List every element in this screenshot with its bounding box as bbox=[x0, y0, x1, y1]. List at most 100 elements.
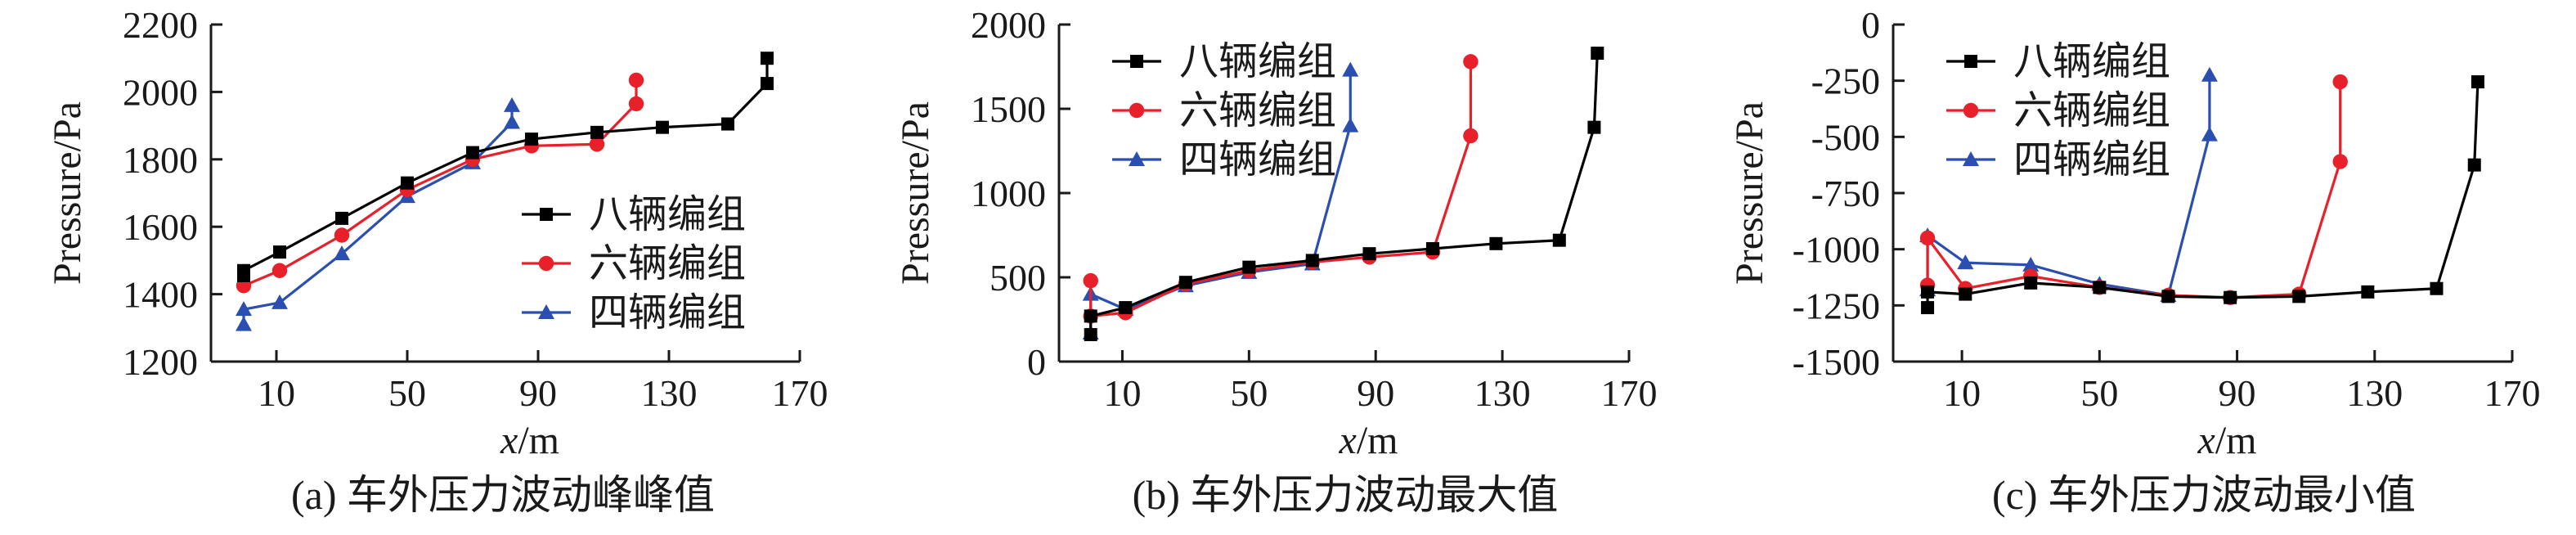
data-point bbox=[335, 211, 348, 225]
data-point bbox=[1362, 247, 1376, 261]
data-point bbox=[1489, 236, 1503, 250]
y-axis-label: Pressure/Pa bbox=[894, 101, 937, 285]
x-tick-label: 90 bbox=[519, 372, 557, 414]
x-tick-label: 10 bbox=[1103, 372, 1141, 414]
legend-label: 六辆编组 bbox=[2013, 89, 2170, 133]
legend-marker bbox=[1964, 55, 1977, 68]
legend-item: 六辆编组 bbox=[522, 242, 746, 285]
chart-panel-3: -1500 -1250 -1000 -750 -500 -250 0 10 50 90 130 170… bbox=[1728, 4, 2541, 518]
data-point bbox=[590, 125, 604, 139]
data-point bbox=[236, 301, 252, 317]
legend-label: 八辆编组 bbox=[2013, 40, 2170, 83]
y-tick-label: 1800 bbox=[123, 139, 198, 181]
data-point bbox=[1591, 47, 1604, 61]
chart-caption: (c) 车外压力波动最小值 bbox=[1992, 472, 2416, 518]
x-axis-label: x/m bbox=[2197, 419, 2257, 462]
data-point bbox=[504, 97, 520, 112]
data-point bbox=[236, 316, 252, 331]
y-tick-label: 1600 bbox=[123, 206, 198, 248]
x-tick-label: 170 bbox=[772, 372, 828, 414]
legend-item: 八辆编组 bbox=[522, 193, 746, 236]
x-tick-label: 130 bbox=[641, 372, 698, 414]
data-point bbox=[2201, 66, 2218, 82]
legend-label: 六辆编组 bbox=[1179, 89, 1336, 133]
data-point bbox=[2093, 281, 2107, 294]
x-tick-label: 50 bbox=[1230, 372, 1268, 414]
legend-label: 六辆编组 bbox=[589, 242, 746, 285]
data-point bbox=[401, 176, 414, 190]
data-point bbox=[272, 294, 288, 309]
data-point bbox=[525, 133, 538, 146]
data-point bbox=[2161, 290, 2175, 303]
legend-item: 六辆编组 bbox=[1112, 89, 1336, 133]
data-point bbox=[237, 263, 250, 277]
data-point bbox=[761, 52, 774, 65]
data-point bbox=[1342, 61, 1359, 77]
x-tick-label: 170 bbox=[2484, 372, 2541, 414]
data-point bbox=[1084, 309, 1097, 323]
x-tick-label: 10 bbox=[1943, 372, 1981, 414]
data-point bbox=[1425, 241, 1439, 255]
data-point bbox=[1959, 287, 1972, 301]
data-point bbox=[334, 245, 350, 261]
data-point bbox=[2332, 74, 2348, 90]
data-point bbox=[2467, 158, 2481, 172]
data-point bbox=[272, 263, 288, 278]
y-tick-label: 1000 bbox=[971, 173, 1046, 214]
data-point bbox=[761, 77, 774, 91]
data-point bbox=[1919, 230, 1936, 246]
data-point bbox=[1119, 301, 1133, 315]
y-tick-label: -1500 bbox=[1793, 341, 1880, 383]
series-line bbox=[243, 79, 638, 287]
data-point bbox=[2471, 75, 2484, 89]
y-tick-label: -1000 bbox=[1793, 229, 1880, 271]
legend-item: 八辆编组 bbox=[1946, 40, 2170, 83]
y-axis-label: Pressure/Pa bbox=[46, 101, 89, 285]
series-3 bbox=[236, 97, 520, 331]
legend-item: 四辆编组 bbox=[1112, 138, 1336, 182]
data-point bbox=[1957, 254, 1974, 270]
legend-label: 八辆编组 bbox=[1179, 40, 1336, 83]
legend-marker bbox=[1963, 151, 1979, 166]
y-tick-label: 2200 bbox=[123, 4, 198, 46]
y-tick-label: -1250 bbox=[1793, 285, 1880, 326]
chart-caption: (b) 车外压力波动最大值 bbox=[1133, 472, 1559, 518]
data-point bbox=[2022, 256, 2040, 272]
y-tick-label: 0 bbox=[1861, 4, 1880, 46]
data-point bbox=[589, 137, 605, 152]
data-point bbox=[1084, 328, 1097, 342]
x-tick-label: 130 bbox=[2346, 372, 2403, 414]
data-point bbox=[1921, 301, 1935, 315]
y-tick-label: 1400 bbox=[123, 274, 198, 316]
legend-label: 四辆编组 bbox=[1179, 138, 1336, 182]
y-tick-label: 1200 bbox=[123, 341, 198, 383]
y-tick-label: -500 bbox=[1811, 116, 1880, 158]
series-line bbox=[242, 105, 514, 325]
data-point bbox=[1463, 54, 1479, 70]
legend-label: 四辆编组 bbox=[589, 291, 746, 335]
data-point bbox=[273, 245, 286, 259]
legend-marker bbox=[1130, 55, 1143, 68]
chart-caption: (a) 车外压力波动峰峰值 bbox=[291, 472, 715, 518]
data-point bbox=[1463, 128, 1479, 144]
x-tick-label: 130 bbox=[1474, 372, 1531, 414]
series-1 bbox=[237, 52, 774, 282]
data-point bbox=[2292, 290, 2306, 303]
legend-marker bbox=[1963, 102, 1979, 119]
series-1 bbox=[1921, 75, 2484, 315]
y-tick-label: 1500 bbox=[971, 88, 1046, 130]
legend-item: 六辆编组 bbox=[1946, 89, 2170, 133]
legend-marker bbox=[538, 255, 554, 272]
x-tick-label: 50 bbox=[388, 372, 426, 414]
x-axis-label: x/m bbox=[500, 419, 559, 462]
legend-item: 四辆编组 bbox=[522, 291, 746, 335]
data-point bbox=[1083, 272, 1098, 289]
data-point bbox=[628, 96, 644, 112]
x-axis-label: x/m bbox=[1339, 419, 1398, 462]
y-tick-label: 500 bbox=[990, 257, 1046, 299]
series-1 bbox=[1084, 47, 1604, 342]
y-tick-label: 0 bbox=[1027, 341, 1046, 383]
data-point bbox=[504, 114, 520, 129]
